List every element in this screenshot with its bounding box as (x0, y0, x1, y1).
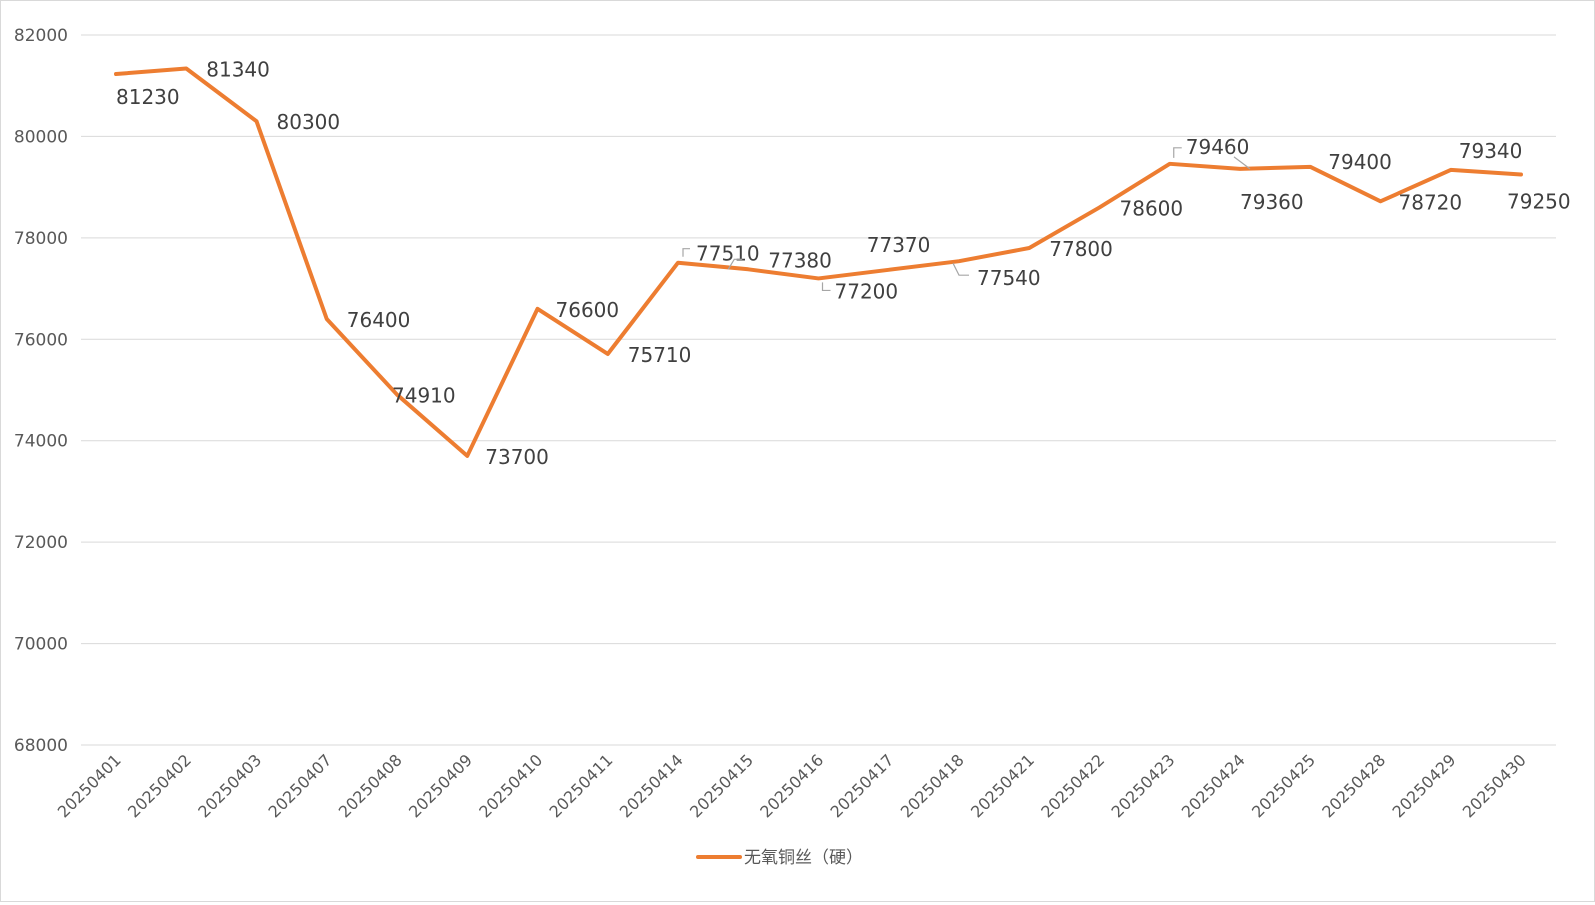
data-label: 77540 (977, 266, 1041, 290)
x-tick-label: 20250415 (686, 750, 757, 821)
x-tick-label: 20250425 (1248, 750, 1319, 821)
y-tick-label: 70000 (14, 635, 68, 655)
x-tick-label: 20250402 (124, 750, 195, 821)
x-axis: 20250401 20250402 20250403 20250407 20250408… (54, 750, 1530, 821)
data-label-leader (1233, 156, 1251, 170)
x-tick-label: 20250414 (616, 750, 687, 821)
data-label: 77380 (768, 248, 832, 272)
legend[interactable]: 无氧铜丝（硬） (696, 848, 863, 868)
x-tick-label: 20250407 (265, 750, 336, 821)
data-label: 79340 (1459, 139, 1523, 163)
data-label: 79460 (1186, 135, 1250, 159)
x-tick-label: 20250411 (546, 750, 617, 821)
y-axis: 68000 70000 72000 74000 76000 78000 80000 82000 (14, 26, 68, 756)
y-tick-label: 68000 (14, 736, 68, 756)
x-tick-label: 20250430 (1459, 750, 1530, 821)
x-tick-label: 20250423 (1108, 750, 1179, 821)
data-label-leader (821, 282, 831, 292)
data-label-leader (1173, 147, 1182, 158)
y-tick-label: 80000 (14, 127, 68, 147)
data-label: 79360 (1240, 190, 1304, 214)
data-label: 76600 (556, 298, 620, 322)
data-label: 78600 (1120, 196, 1184, 220)
x-tick-label: 20250403 (194, 750, 265, 821)
series-line (114, 66, 1523, 458)
data-label: 77370 (867, 233, 931, 257)
data-labels: 81230 81340 80300 76400 74910 73700 76600 75710… (116, 57, 1571, 468)
data-label: 77510 (696, 242, 760, 266)
x-tick-label: 20250429 (1389, 750, 1460, 821)
data-label-leader (682, 248, 690, 257)
x-tick-label: 20250418 (897, 750, 968, 821)
x-tick-label: 20250416 (756, 750, 827, 821)
x-tick-label: 20250409 (405, 750, 476, 821)
data-label: 81340 (206, 57, 270, 81)
x-tick-label: 20250422 (1037, 750, 1108, 821)
x-tick-label: 20250421 (967, 750, 1038, 821)
data-label: 80300 (277, 110, 341, 134)
x-tick-label: 20250428 (1318, 750, 1389, 821)
gridlines (81, 34, 1556, 746)
y-tick-label: 82000 (14, 26, 68, 46)
data-label: 79400 (1328, 150, 1392, 174)
data-label-leader (952, 262, 969, 276)
y-tick-label: 74000 (14, 432, 68, 452)
data-label: 81230 (116, 85, 180, 109)
data-label: 75710 (628, 343, 692, 367)
x-tick-label: 20250417 (827, 750, 898, 821)
x-tick-label: 20250401 (54, 750, 125, 821)
x-tick-label: 20250408 (335, 750, 406, 821)
series-layer (114, 66, 1523, 458)
legend-label: 无氧铜丝（硬） (744, 848, 863, 868)
x-tick-label: 20250410 (475, 750, 546, 821)
data-label-leader (727, 258, 743, 270)
data-label: 78720 (1399, 190, 1463, 214)
data-label: 73700 (485, 445, 549, 469)
y-tick-label: 78000 (14, 229, 68, 249)
data-label: 77200 (835, 279, 899, 303)
y-tick-label: 72000 (14, 533, 68, 553)
data-label: 74910 (392, 384, 456, 408)
data-label: 77800 (1049, 237, 1113, 261)
y-tick-label: 76000 (14, 330, 68, 350)
x-tick-label: 20250424 (1178, 750, 1249, 821)
data-label: 76400 (347, 308, 411, 332)
data-label: 79250 (1507, 189, 1571, 213)
